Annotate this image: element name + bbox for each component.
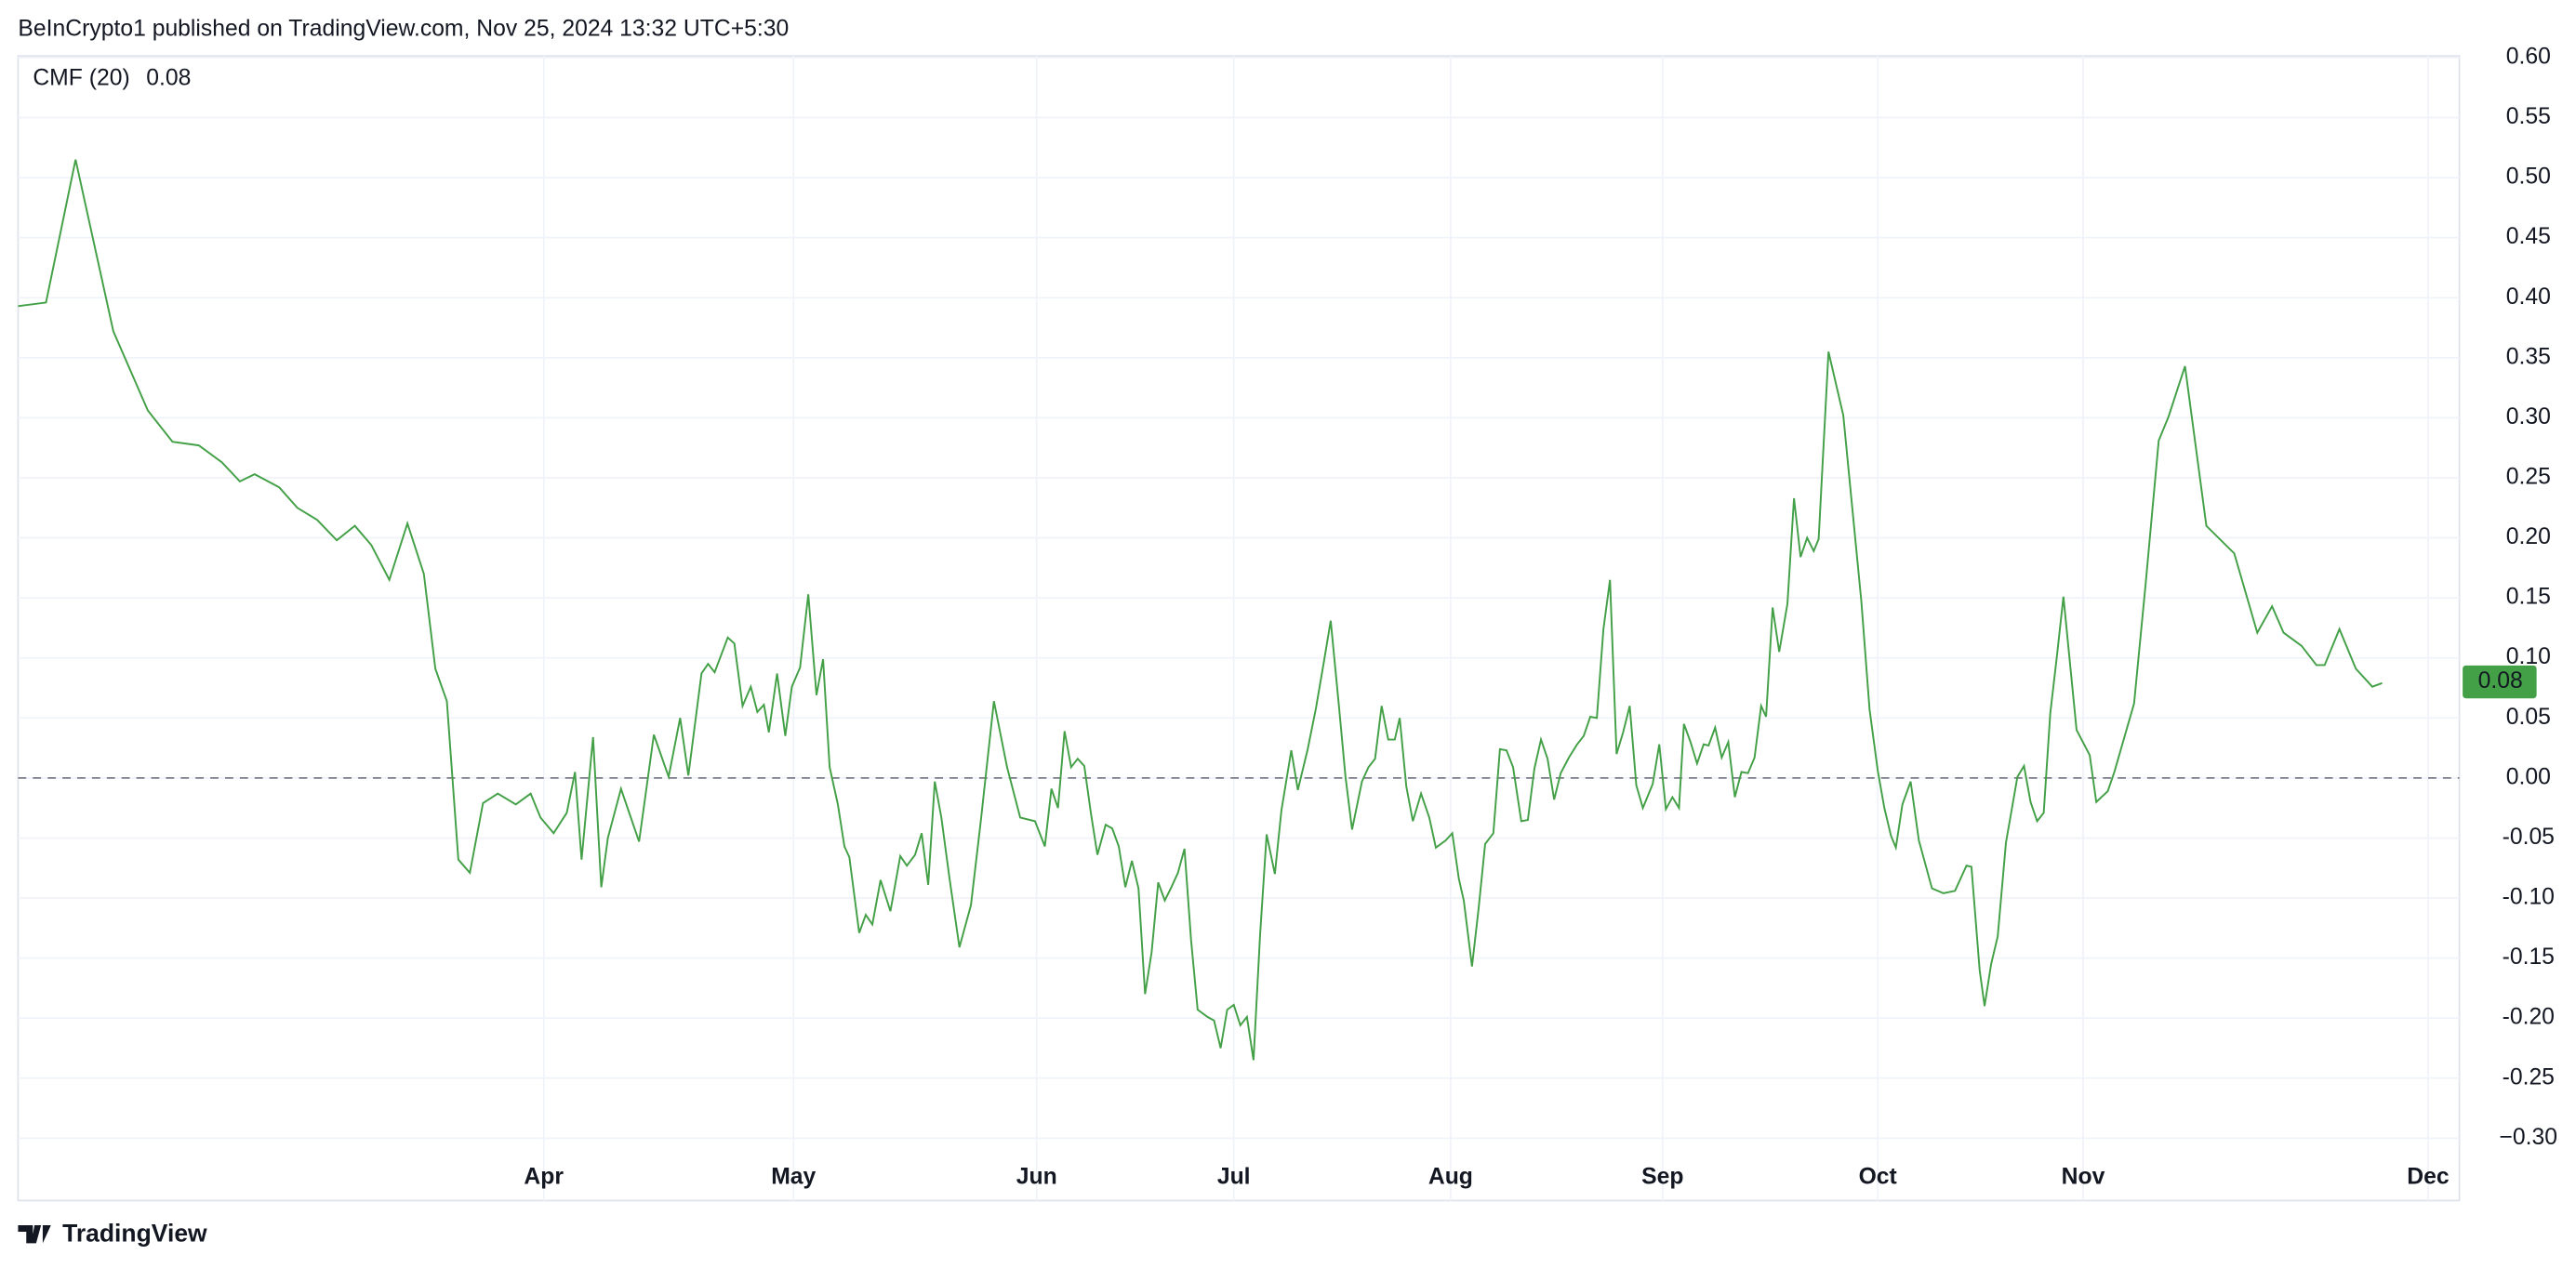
y-tick-label: 0.50 <box>2506 165 2551 190</box>
y-tick-label: 0.35 <box>2506 344 2551 369</box>
y-tick-label: 0.40 <box>2506 284 2551 310</box>
x-tick-label: Apr <box>524 1164 564 1189</box>
y-tick-label: 0.45 <box>2506 224 2551 249</box>
x-tick-label: May <box>771 1164 816 1189</box>
y-tick-label: 0.30 <box>2506 404 2551 429</box>
legend-name: CMF (20) <box>33 65 129 90</box>
cmf-line <box>18 159 2383 1061</box>
plot <box>18 159 2383 1061</box>
y-tick-label: 0.25 <box>2506 465 2551 490</box>
brand: TradingView <box>18 1220 207 1248</box>
brand-name: TradingView <box>62 1220 207 1248</box>
y-tick-label: 0.20 <box>2506 524 2551 549</box>
y-tick-label: -0.15 <box>2503 944 2555 970</box>
y-tick-label: 0.55 <box>2506 104 2551 129</box>
x-tick-label: Oct <box>1859 1164 1897 1189</box>
y-tick-label: 0.00 <box>2506 764 2551 789</box>
grid <box>18 56 2460 1201</box>
y-tick-label: 0.15 <box>2506 585 2551 610</box>
x-tick-label: Nov <box>2062 1164 2105 1189</box>
y-tick-label: -0.10 <box>2503 885 2555 910</box>
y-tick-label: -0.05 <box>2503 825 2555 850</box>
x-tick-label: Jul <box>1217 1164 1251 1189</box>
y-tick-label: 0.60 <box>2506 44 2551 69</box>
y-tick-label: −0.30 <box>2499 1125 2557 1150</box>
current-value-label: 0.08 <box>2478 668 2523 693</box>
y-tick-label: 0.10 <box>2506 644 2551 669</box>
y-tick-label: 0.05 <box>2506 705 2551 730</box>
y-tick-label: -0.20 <box>2503 1005 2555 1030</box>
publish-header: BeInCrypto1 published on TradingView.com… <box>18 16 789 41</box>
legend-value: 0.08 <box>146 65 191 90</box>
x-tick-label: Dec <box>2407 1164 2450 1189</box>
plot-frame <box>17 55 2461 1202</box>
current-value-box <box>2463 665 2537 699</box>
x-tick-label: Jun <box>1016 1164 1057 1189</box>
brand-logo <box>18 1224 51 1244</box>
x-tick-label: Sep <box>1641 1164 1683 1189</box>
x-tick-label: Aug <box>1428 1164 1473 1189</box>
y-tick-label: -0.25 <box>2503 1064 2555 1090</box>
